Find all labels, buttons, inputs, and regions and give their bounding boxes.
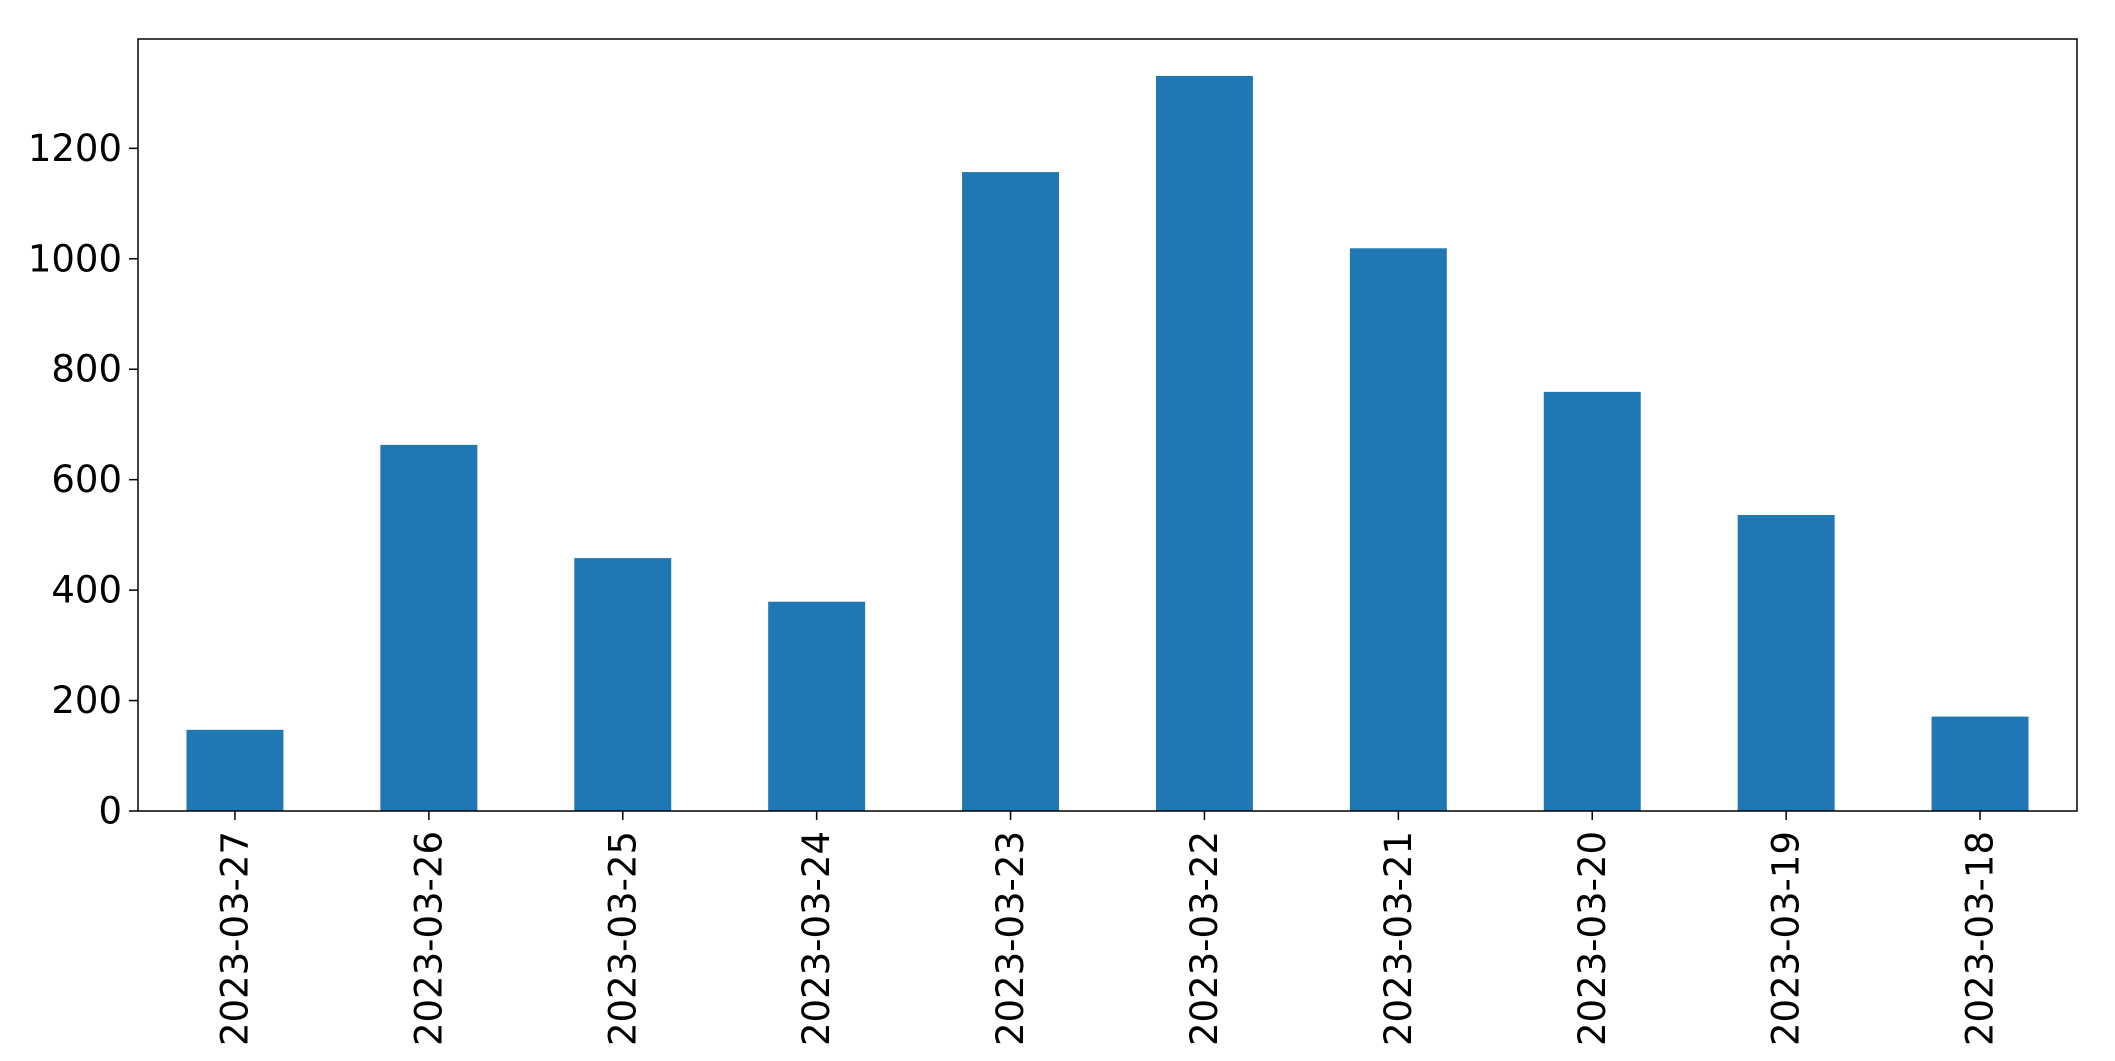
x-tick-label: 2023-03-24 (795, 831, 838, 1046)
x-tick-label: 2023-03-20 (1571, 831, 1614, 1046)
x-tick-label: 2023-03-19 (1765, 831, 1808, 1046)
y-tick-label: 400 (51, 569, 122, 612)
bar-2023-03-24 (768, 601, 866, 811)
plot-frame (137, 38, 2078, 812)
y-tick-label: 1200 (28, 127, 122, 170)
y-axis: 0 200 400 600 800 1000 1200 (28, 127, 138, 833)
x-tick-label: 2023-03-18 (1959, 831, 2002, 1046)
x-axis: 2023-03-27 2023-03-26 2023-03-25 2023-03-24… (213, 811, 2002, 1046)
bar-2023-03-23 (962, 172, 1060, 811)
x-tick-label: 2023-03-23 (989, 831, 1032, 1046)
y-tick-label: 0 (98, 790, 122, 833)
bar-2023-03-22 (1155, 76, 1253, 811)
bar-2023-03-20 (1543, 391, 1641, 811)
y-tick-label: 200 (51, 679, 122, 722)
y-tick-label: 800 (51, 348, 122, 391)
x-tick-label: 2023-03-21 (1377, 831, 1420, 1046)
x-tick-label: 2023-03-25 (601, 831, 644, 1046)
bar-2023-03-21 (1349, 248, 1447, 812)
y-tick-label: 600 (51, 458, 122, 501)
bar-2023-03-18 (1931, 716, 2029, 811)
x-tick-label: 2023-03-22 (1183, 831, 1226, 1046)
x-tick-label: 2023-03-26 (407, 831, 450, 1046)
x-tick-label: 2023-03-27 (213, 831, 256, 1046)
bars (186, 76, 2029, 812)
y-tick-label: 1000 (28, 237, 122, 280)
bar-2023-03-27 (186, 729, 284, 811)
bar-2023-03-26 (380, 444, 478, 811)
bar-2023-03-25 (574, 558, 672, 811)
bar-2023-03-19 (1737, 515, 1835, 811)
